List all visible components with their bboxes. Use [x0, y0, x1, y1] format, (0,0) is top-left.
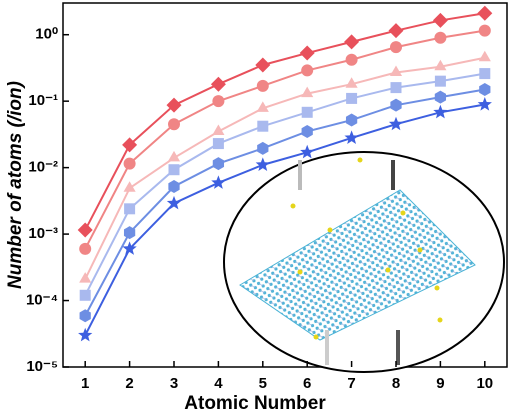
marker: [123, 157, 136, 170]
marker: [434, 59, 447, 71]
x-tick-label: 2: [125, 375, 133, 392]
marker: [166, 195, 182, 210]
marker: [301, 106, 313, 118]
marker: [344, 130, 359, 144]
marker: [122, 137, 138, 153]
marker: [478, 50, 491, 62]
marker: [434, 90, 447, 104]
x-tick-label: 9: [436, 375, 444, 392]
marker: [390, 98, 402, 112]
marker: [299, 45, 315, 61]
marker: [257, 141, 269, 155]
marker: [212, 157, 225, 171]
marker: [301, 124, 313, 138]
x-tick-label: 8: [392, 375, 400, 392]
marker: [79, 309, 91, 323]
marker: [388, 116, 404, 131]
marker: [479, 82, 491, 96]
marker: [256, 79, 269, 92]
y-tick-label: 10⁻⁵: [26, 358, 58, 375]
marker: [212, 138, 224, 150]
marker: [390, 41, 402, 54]
marker: [345, 113, 358, 127]
marker: [167, 150, 181, 162]
marker: [168, 179, 180, 193]
y-axis-title: Number of atoms (/ion): [5, 81, 26, 289]
x-tick-label: 6: [303, 375, 311, 392]
y-tick-label: 10⁻¹: [28, 92, 58, 109]
marker: [77, 222, 93, 238]
y-tick-label: 10⁻²: [28, 159, 58, 176]
marker: [168, 118, 180, 131]
marker: [477, 5, 493, 21]
marker: [345, 77, 358, 88]
y-tick-label: 10⁰: [35, 26, 58, 43]
x-axis-title: Atomic Number: [184, 393, 326, 414]
series-line: [84, 72, 485, 296]
x-tick-label: 1: [81, 375, 89, 392]
marker: [79, 289, 91, 301]
marker: [255, 157, 270, 171]
marker: [346, 92, 358, 104]
y-tick-label: 10⁻⁴: [26, 292, 58, 309]
marker: [123, 181, 136, 192]
marker: [210, 76, 226, 92]
x-tick-label: 5: [259, 375, 267, 392]
marker: [257, 120, 269, 132]
marker: [255, 57, 271, 73]
marker: [477, 97, 492, 111]
marker: [79, 272, 92, 283]
marker: [122, 241, 137, 255]
marker: [78, 327, 93, 342]
marker: [433, 104, 448, 119]
series-line: [84, 29, 485, 250]
marker: [211, 175, 226, 189]
marker: [478, 24, 491, 37]
plot-frame: [62, 2, 508, 368]
x-tick-label: 4: [214, 375, 223, 392]
marker: [123, 226, 136, 240]
series-line: [84, 88, 485, 317]
marker: [301, 86, 314, 98]
y-tick-label: 10⁻³: [28, 225, 58, 242]
x-tick-label: 10: [476, 375, 493, 392]
x-tick-label: 7: [347, 375, 355, 392]
marker: [300, 144, 315, 159]
marker: [166, 97, 182, 113]
marker: [479, 68, 491, 80]
marker: [344, 34, 360, 50]
x-tick-label: 3: [170, 375, 178, 392]
inset: [223, 151, 505, 373]
marker: [168, 164, 180, 176]
marker: [345, 53, 358, 66]
marker: [389, 65, 403, 76]
marker: [124, 203, 136, 215]
marker: [79, 242, 92, 255]
marker: [434, 75, 446, 87]
marker: [388, 23, 404, 39]
marker: [212, 124, 225, 135]
marker: [390, 82, 402, 94]
series-line: [84, 103, 485, 336]
series-line: [84, 12, 485, 231]
marker: [432, 12, 448, 28]
marker: [256, 101, 269, 112]
marker: [212, 95, 225, 108]
series-line: [84, 56, 485, 280]
marker: [434, 31, 447, 44]
marker: [301, 64, 314, 77]
